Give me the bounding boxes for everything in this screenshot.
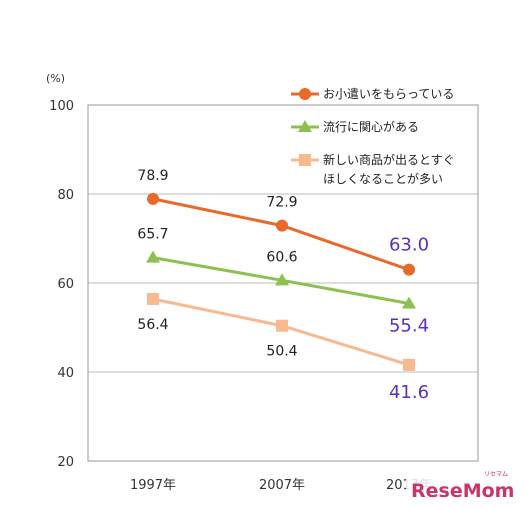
resemom-watermark: リセマム ReseMom [406,466,518,502]
data-label: 60.6 [266,249,297,265]
marker-circle [276,219,288,232]
data-label: 41.6 [389,382,429,403]
x-tick-label: 2007年 [259,478,305,493]
y-tick-label: 80 [57,188,74,203]
plot-frame [87,104,479,462]
y-tick-label: 20 [57,455,74,470]
y-tick-label: 100 [49,99,74,114]
marker-circle [403,263,415,276]
x-tick-label: 1997年 [130,478,176,493]
marker-triangle [275,273,289,286]
marker-triangle [298,120,312,132]
marker-square [276,319,288,332]
series-2: 65.7 60.6 55.4 [137,227,429,337]
legend-label: 流行に関心がある [323,119,419,134]
series-3: 56.4 50.4 41.6 [137,293,429,403]
data-label: 72.9 [266,195,297,211]
marker-square [299,154,311,166]
marker-square [403,358,415,371]
watermark-backdrop [406,466,518,502]
data-label: 55.4 [389,315,429,336]
y-unit-label: (%) [46,72,65,85]
legend-item-1: お小遣いをもらっている [291,86,454,101]
y-tick-label: 40 [57,366,74,381]
marker-square [147,293,159,306]
legend-item-2: 流行に関心がある [291,119,419,134]
y-axis-ticks: 20 40 60 80 100 [49,99,74,470]
data-label: 56.4 [137,317,168,333]
legend-label: ほしくなることが多い [323,171,443,186]
watermark-small-text: リセマム [484,471,508,478]
marker-triangle [146,250,160,263]
marker-circle [299,88,311,100]
data-label: 78.9 [137,168,168,184]
series-1: 78.9 72.9 63.0 [137,168,429,276]
watermark-text: ReseMom [411,480,514,502]
marker-triangle [402,296,416,309]
legend-label: 新しい商品が出るとすぐ [323,152,455,167]
x-axis-ticks: 1997年2007年2017年 [130,478,432,493]
marker-circle [147,192,159,205]
data-label: 65.7 [137,227,168,243]
data-label: 63.0 [389,235,429,256]
y-tick-label: 60 [57,277,74,292]
legend-label: お小遣いをもらっている [323,86,454,101]
data-label: 50.4 [266,344,297,360]
series-group: 78.9 72.9 63.0 65.7 60.6 55.4 56.4 50.4 41.6 [137,168,429,403]
